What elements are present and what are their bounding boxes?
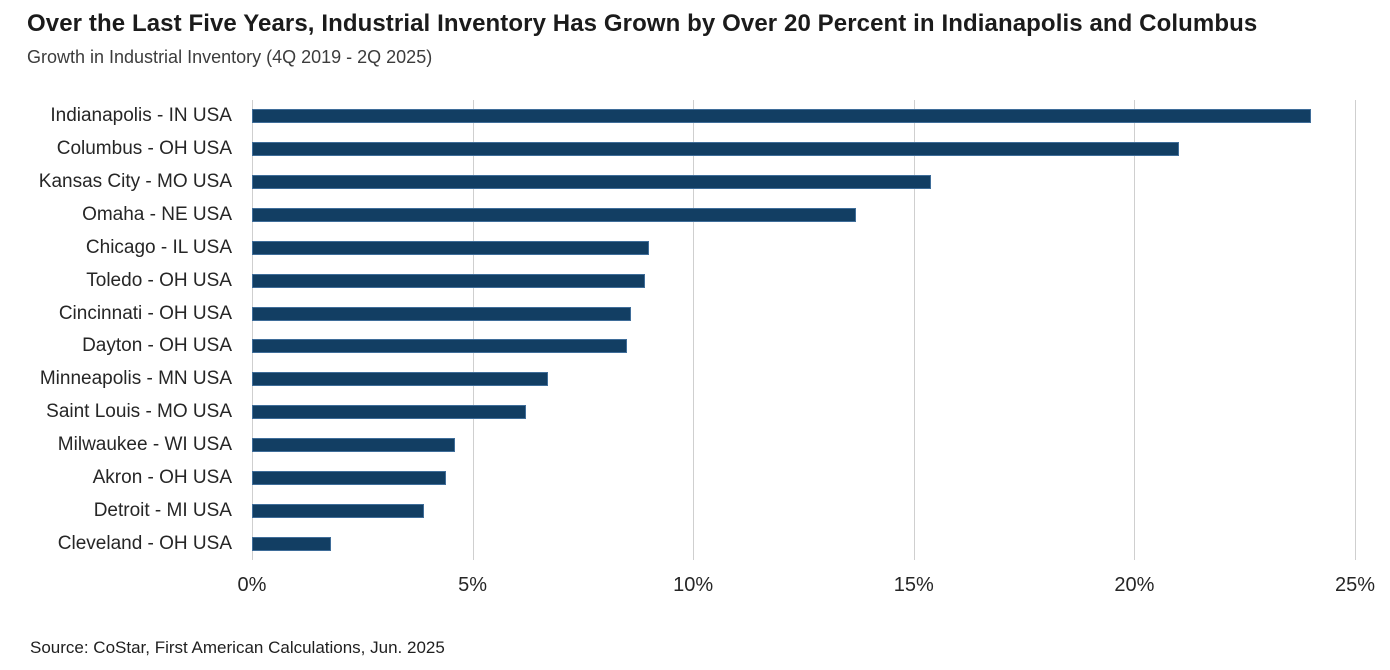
bar [252,273,645,288]
category-label: Dayton - OH USA [82,335,232,357]
bar [252,240,650,255]
bar [252,470,447,485]
chart-row [252,133,1355,166]
bar [252,142,1179,157]
x-tick-label: 25% [1334,574,1376,596]
x-tick-label: 20% [1114,574,1155,596]
chart-row [252,363,1355,396]
x-tick-label: 0% [237,574,267,596]
x-axis: 0% 5% 10% 15% 20% 25% [238,560,1375,604]
bar [252,536,332,551]
gridline [472,100,474,560]
gridline [252,100,253,560]
chart-row [252,166,1355,199]
chart-row [252,396,1355,429]
category-label: Milwaukee - WI USA [57,434,232,456]
chart-row [252,429,1355,462]
chart-row [252,100,1355,133]
gridline [913,100,915,560]
category-label: Cleveland - OH USA [57,532,232,554]
source-note: Source: CoStar, First American Calculati… [30,638,445,657]
x-tick-label: 15% [893,574,934,596]
category-label: Chicago - IL USA [85,236,232,258]
bar [252,438,455,453]
bar [252,372,548,387]
gridline [1134,100,1136,560]
category-label: Akron - OH USA [92,466,232,488]
bar [252,109,1311,124]
chart-row [252,231,1355,264]
page-subtitle: Growth in Industrial Inventory (4Q 2019 … [27,47,433,67]
gridlines [252,100,1356,560]
bar [252,503,425,518]
chart-row [252,527,1355,560]
gridline [693,100,695,560]
chart-row [252,461,1355,494]
chart-row [252,199,1355,232]
page-title: Over the Last Five Years, Industrial Inv… [27,10,1258,37]
category-axis: Indianapolis - IN USA Columbus - OH USA Ka… [0,100,252,560]
bar [252,339,628,354]
x-tick-label: 10% [673,574,714,596]
chart-row [252,264,1355,297]
category-label: Columbus - OH USA [56,138,232,160]
category-label: Kansas City - MO USA [38,171,232,193]
category-label: Omaha - NE USA [82,204,232,225]
chart-row [252,494,1355,527]
x-tick-label: 5% [458,574,488,596]
category-label: Toledo - OH USA [86,269,232,291]
plot-area [252,100,1356,560]
chart-row [252,297,1355,330]
category-label: Indianapolis - IN USA [50,105,232,127]
category-label: Detroit - MI USA [93,499,232,521]
category-label: Saint Louis - MO USA [46,401,232,423]
category-label: Cincinnati - OH USA [58,302,232,324]
chart-row [252,330,1355,363]
bar [252,208,857,222]
bar [252,175,932,190]
bar-rows [252,100,1355,560]
gridline [1355,100,1356,560]
category-label: Minneapolis - MN USA [39,368,232,390]
bar [252,306,632,321]
bar [252,405,526,420]
